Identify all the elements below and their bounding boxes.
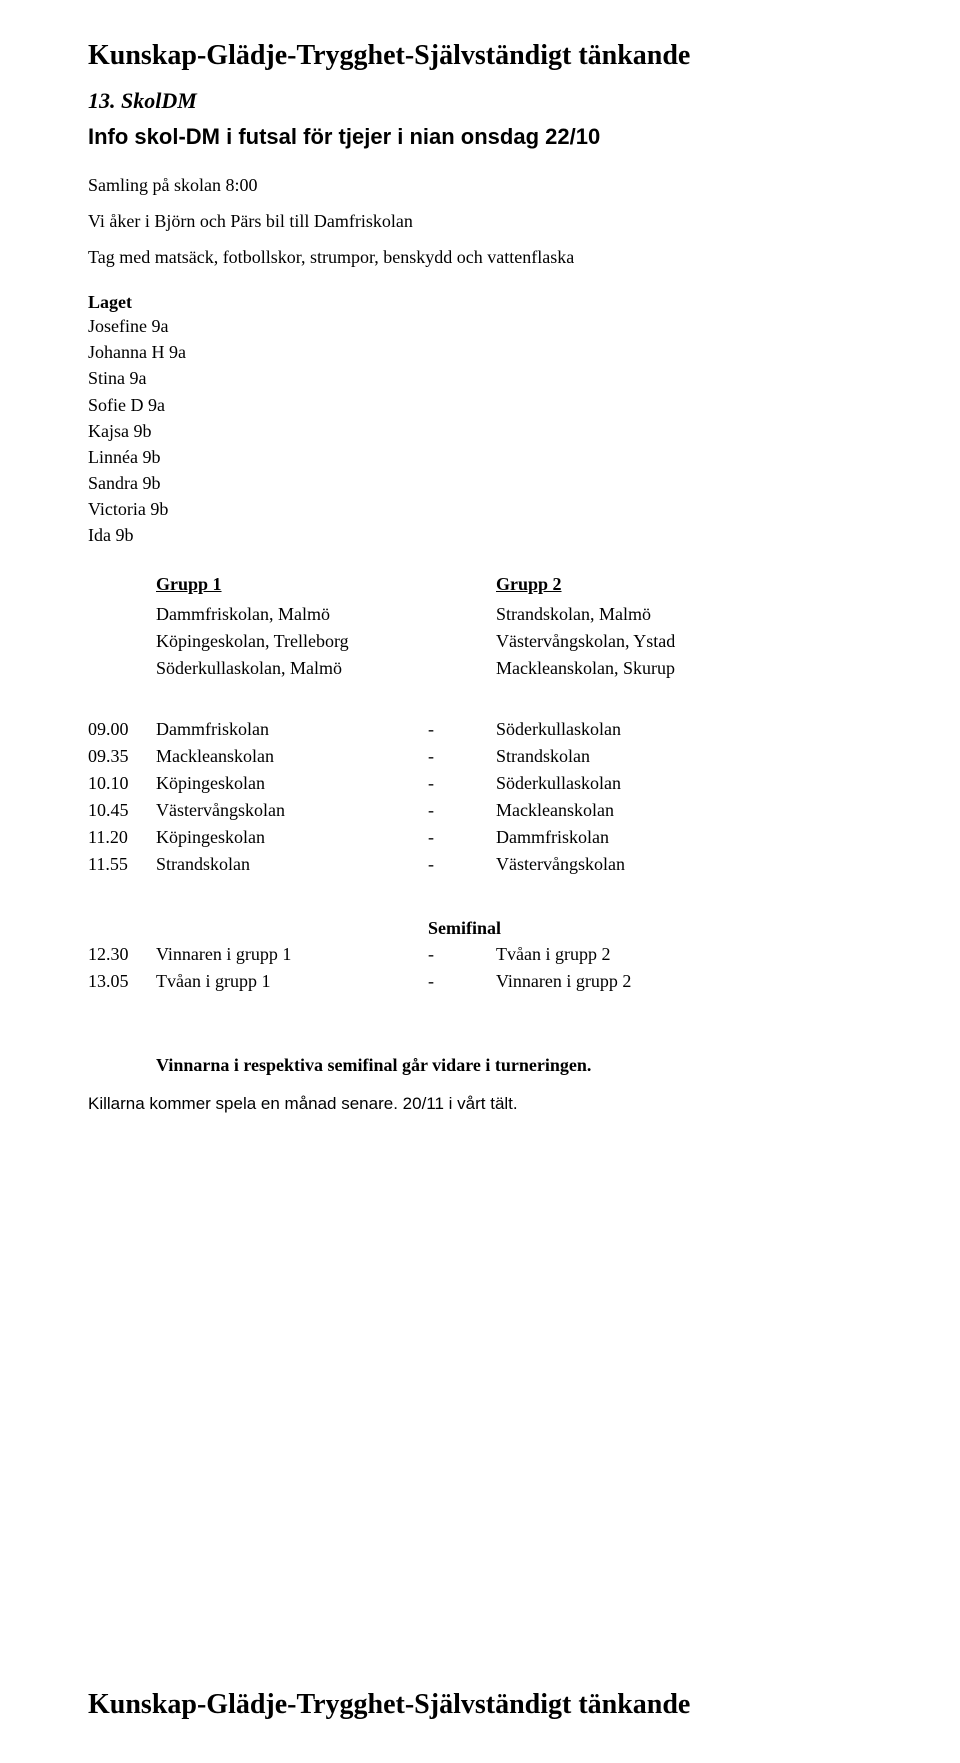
match-away: Söderkullaskolan xyxy=(496,770,872,797)
match-row: 09.35 Mackleanskolan - Strandskolan xyxy=(88,743,872,770)
group-1-item: Köpingeskolan, Trelleborg xyxy=(156,628,496,655)
player-item: Johanna H 9a xyxy=(88,339,872,365)
match-home: Köpingeskolan xyxy=(156,824,428,851)
match-away: Dammfriskolan xyxy=(496,824,872,851)
semifinal-heading: Semifinal xyxy=(428,918,872,939)
semifinal-row: 12.30 Vinnaren i grupp 1 - Tvåan i grupp… xyxy=(88,941,872,968)
group-2-column: Grupp 2 Strandskolan, Malmö Västervångsk… xyxy=(496,574,836,682)
match-row: 11.20 Köpingeskolan - Dammfriskolan xyxy=(88,824,872,851)
group-1-heading: Grupp 1 xyxy=(156,574,496,595)
match-dash: - xyxy=(428,941,496,968)
match-away: Strandskolan xyxy=(496,743,872,770)
match-home: Västervångskolan xyxy=(156,797,428,824)
page-header: Kunskap-Glädje-Trygghet-Självständigt tä… xyxy=(88,40,872,72)
group-2-item: Strandskolan, Malmö xyxy=(496,601,836,628)
group-1-item: Dammfriskolan, Malmö xyxy=(156,601,496,628)
page: Kunskap-Glädje-Trygghet-Självständigt tä… xyxy=(0,0,960,1763)
group-1-item: Söderkullaskolan, Malmö xyxy=(156,655,496,682)
match-dash: - xyxy=(428,797,496,824)
match-home: Vinnaren i grupp 1 xyxy=(156,941,428,968)
advance-text: Vinnarna i respektiva semifinal går vida… xyxy=(156,1055,872,1076)
group-1-column: Grupp 1 Dammfriskolan, Malmö Köpingeskol… xyxy=(156,574,496,682)
player-item: Linnéa 9b xyxy=(88,444,872,470)
match-row: 10.10 Köpingeskolan - Söderkullaskolan xyxy=(88,770,872,797)
player-item: Victoria 9b xyxy=(88,496,872,522)
document-subtitle: Info skol-DM i futsal för tjejer i nian … xyxy=(88,124,872,150)
match-row: 11.55 Strandskolan - Västervångskolan xyxy=(88,851,872,878)
team-heading: Laget xyxy=(88,292,872,313)
match-dash: - xyxy=(428,743,496,770)
player-item: Kajsa 9b xyxy=(88,418,872,444)
intro-line-1: Samling på skolan 8:00 xyxy=(88,172,872,198)
match-time: 10.45 xyxy=(88,797,156,824)
match-time: 13.05 xyxy=(88,968,156,995)
match-schedule: 09.00 Dammfriskolan - Söderkullaskolan 0… xyxy=(88,716,872,878)
match-home: Dammfriskolan xyxy=(156,716,428,743)
match-home: Strandskolan xyxy=(156,851,428,878)
match-time: 09.35 xyxy=(88,743,156,770)
match-row: 10.45 Västervångskolan - Mackleanskolan xyxy=(88,797,872,824)
group-2-item: Västervångskolan, Ystad xyxy=(496,628,836,655)
match-away: Vinnaren i grupp 2 xyxy=(496,968,872,995)
match-dash: - xyxy=(428,968,496,995)
match-dash: - xyxy=(428,851,496,878)
player-item: Stina 9a xyxy=(88,365,872,391)
match-row: 09.00 Dammfriskolan - Söderkullaskolan xyxy=(88,716,872,743)
player-item: Ida 9b xyxy=(88,522,872,548)
semifinal-schedule: 12.30 Vinnaren i grupp 1 - Tvåan i grupp… xyxy=(88,941,872,995)
player-item: Sandra 9b xyxy=(88,470,872,496)
player-item: Josefine 9a xyxy=(88,313,872,339)
player-item: Sofie D 9a xyxy=(88,392,872,418)
section-number: 13. SkolDM xyxy=(88,88,872,114)
match-time: 09.00 xyxy=(88,716,156,743)
match-time: 11.20 xyxy=(88,824,156,851)
match-time: 10.10 xyxy=(88,770,156,797)
page-footer: Kunskap-Glädje-Trygghet-Självständigt tä… xyxy=(88,1689,690,1721)
match-time: 11.55 xyxy=(88,851,156,878)
match-dash: - xyxy=(428,770,496,797)
match-away: Tvåan i grupp 2 xyxy=(496,941,872,968)
match-home: Tvåan i grupp 1 xyxy=(156,968,428,995)
semifinal-row: 13.05 Tvåan i grupp 1 - Vinnaren i grupp… xyxy=(88,968,872,995)
intro-line-2: Vi åker i Björn och Pärs bil till Damfri… xyxy=(88,208,872,234)
match-away: Mackleanskolan xyxy=(496,797,872,824)
match-away: Västervångskolan xyxy=(496,851,872,878)
match-dash: - xyxy=(428,824,496,851)
match-home: Köpingeskolan xyxy=(156,770,428,797)
group-2-item: Mackleanskolan, Skurup xyxy=(496,655,836,682)
groups-container: Grupp 1 Dammfriskolan, Malmö Köpingeskol… xyxy=(156,574,872,682)
group-2-heading: Grupp 2 xyxy=(496,574,836,595)
match-dash: - xyxy=(428,716,496,743)
boys-note: Killarna kommer spela en månad senare. 2… xyxy=(88,1094,872,1114)
match-time: 12.30 xyxy=(88,941,156,968)
match-away: Söderkullaskolan xyxy=(496,716,872,743)
match-home: Mackleanskolan xyxy=(156,743,428,770)
intro-line-3: Tag med matsäck, fotbollskor, strumpor, … xyxy=(88,244,872,270)
